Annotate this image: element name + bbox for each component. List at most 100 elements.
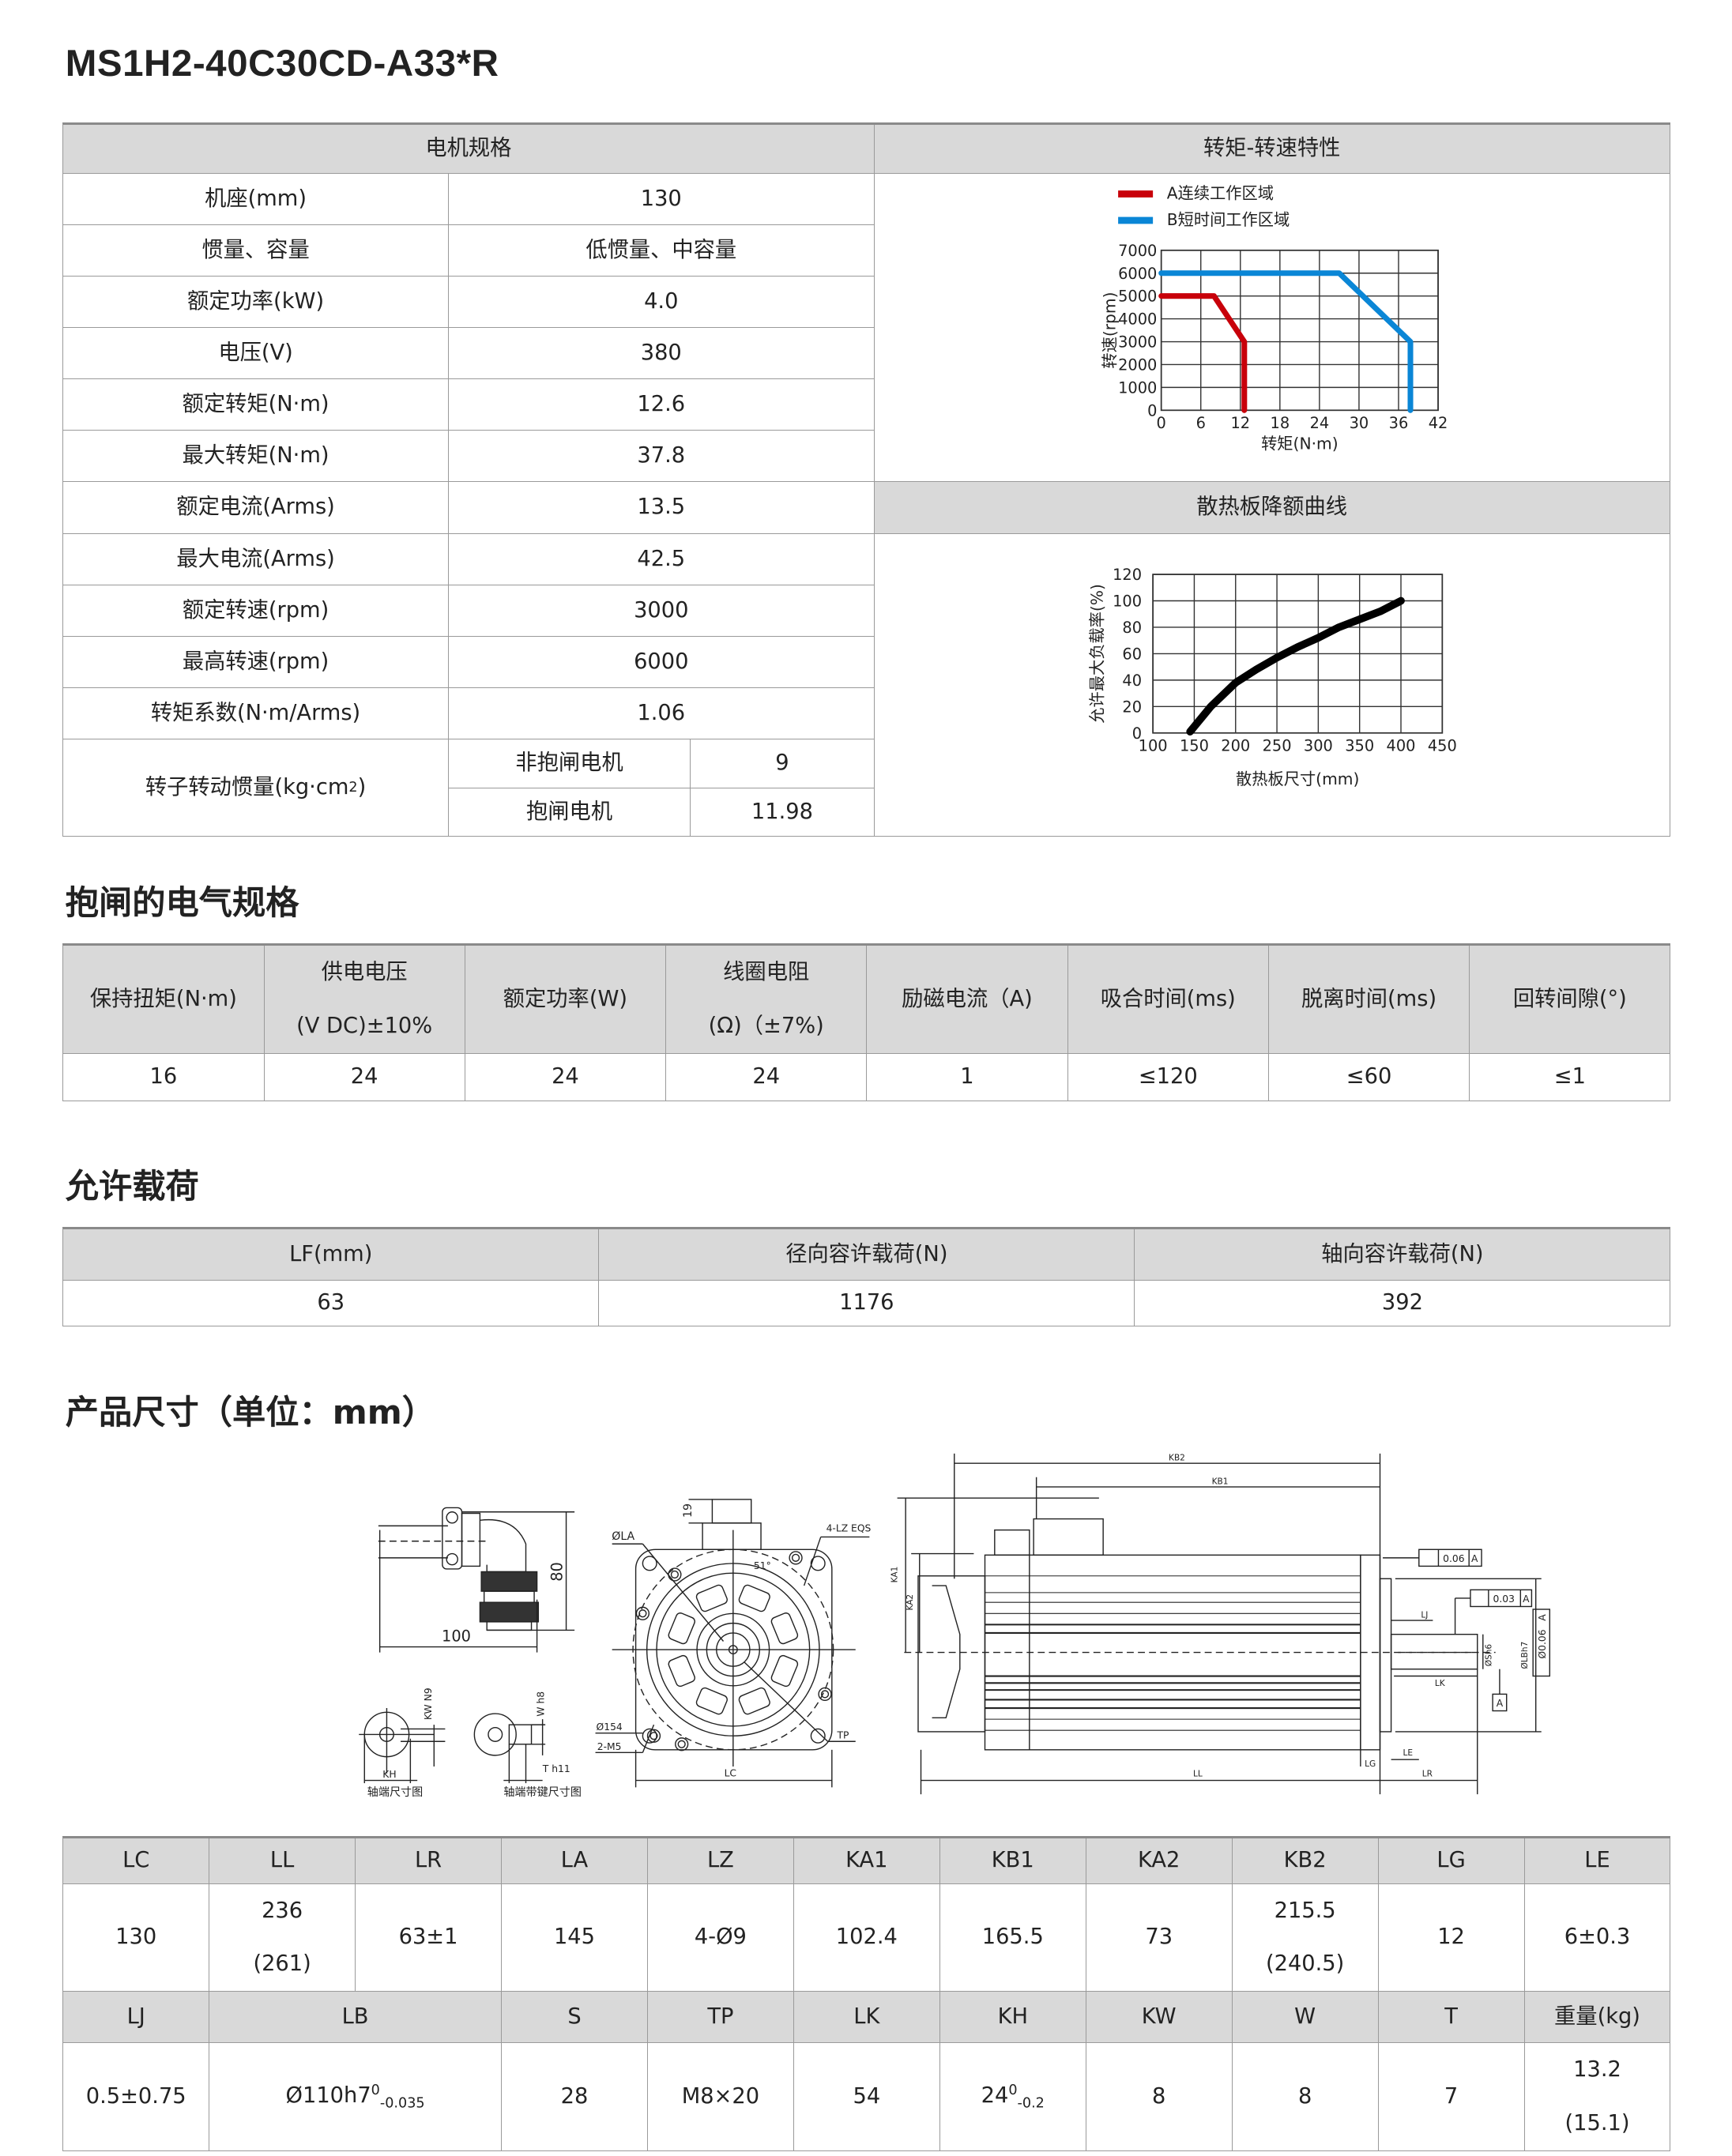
drawing-shape (711, 1499, 752, 1524)
dimension-value-main: 6±0.3 (1564, 1925, 1631, 1950)
x-axis-label: 散热板尺寸(mm) (1236, 769, 1359, 788)
brake-value-cell: 24 (264, 1053, 465, 1101)
brake-header-line: 吸合时间(ms) (1100, 986, 1236, 1011)
spec-value: 130 (448, 173, 875, 225)
dimension-value-cell: 13.2 (15.1) (1524, 2042, 1671, 2152)
dimension-value: 165.5 (982, 1924, 1044, 1951)
x-tick-label: 30 (1349, 414, 1369, 432)
label-ll: LL (1193, 1769, 1203, 1778)
dimension-value-main: 145 (553, 1925, 595, 1950)
rotor-inertia-label: 转子转动惯量(kg·cm 2) (63, 739, 449, 837)
dimension-value-main: 0.5±0.75 (85, 2083, 186, 2109)
drawing-circle (810, 1728, 826, 1744)
label-le: LE (1403, 1748, 1413, 1758)
y-tick-label: 0 (1147, 401, 1157, 420)
dimension-value: 8 (1152, 2083, 1165, 2110)
x-tick-label: 250 (1262, 736, 1291, 754)
dimension-value-main: 73 (1145, 1925, 1173, 1950)
dimension-value-cell: 73 (1086, 1884, 1233, 1992)
allowable-load-table: LF(mm) 径向容许载荷(N) 轴向容许载荷(N) 63 1176 392 (62, 1226, 1671, 1327)
load-header-cell: 径向容许载荷(N) (599, 1229, 1135, 1281)
spec-label: 最高转速(rpm) (63, 636, 449, 688)
y-tick-label: 20 (1122, 698, 1142, 716)
dimension-value-main: 7 (1444, 2083, 1459, 2109)
load-section-title: 允许载荷 (65, 1167, 199, 1206)
spec-label: 转矩系数(N·m/Arms) (63, 687, 449, 740)
brake-value-cell: ≤1 (1470, 1053, 1671, 1101)
load-value-cell: 1176 (599, 1280, 1135, 1327)
label-conc_tol: Ø0.06 (1537, 1629, 1548, 1658)
x-tick-label: 400 (1386, 736, 1415, 754)
dimension-value-main: 63±1 (398, 1925, 458, 1950)
plot-frame (1160, 249, 1439, 411)
tolerance-lower: -0.035 (379, 2095, 425, 2112)
spec-value: 4.0 (448, 276, 875, 328)
dimension-value-line: (261) (253, 1951, 311, 1976)
brake-header-line: 励磁电流（A) (902, 986, 1033, 1011)
brake-header-line: 线圈电阻 (723, 959, 810, 984)
dimension-value-main: Ø110h7 (285, 2083, 371, 2108)
label-dim_19: 19 (682, 1503, 695, 1518)
dimension-value-cell: 145 (502, 1884, 648, 1992)
brake-header-cell: 吸合时间(ms) (1067, 945, 1269, 1054)
dimension-value-main: 8 (1152, 2083, 1166, 2109)
spec-value: 6000 (448, 636, 875, 688)
drawing-shape (442, 1507, 463, 1570)
spec-value: 1.06 (448, 687, 875, 740)
dimension-value-main: 28 (560, 2083, 589, 2109)
spec-header: 电机规格 (63, 124, 875, 174)
drawing-shape (1033, 1518, 1104, 1556)
dimension-value-line: (240.5) (1265, 1951, 1345, 1976)
drawing-circle (642, 1728, 657, 1744)
dimension-value-line: (15.1) (1564, 2110, 1630, 2135)
vent-slot (770, 1612, 799, 1645)
drawing-circle (677, 1740, 686, 1748)
brake-header-cell: 额定功率(W) (465, 945, 667, 1054)
dimension-header-cell: LE (1524, 1838, 1671, 1885)
dimension-header-cell: LG (1378, 1838, 1525, 1885)
dimension-header-cell: LK (793, 1991, 940, 2043)
spec-value: 低惯量、中容量 (448, 224, 875, 277)
brake-header-line: 回转间隙(°) (1512, 986, 1627, 1011)
label-perp_tol: 0.06 (1443, 1553, 1465, 1564)
dimension-header-cell: S (502, 1991, 648, 2043)
brake-header-cell: 回转间隙(°) (1470, 945, 1671, 1054)
drawing-shape (1390, 1633, 1478, 1670)
brake-value-cell: 16 (63, 1053, 265, 1101)
x-tick-label: 18 (1270, 414, 1290, 432)
heatsink-derating-chart: 100 150 200 250 300 350 400 450 0 20 40 60 80 100 120 散… (1087, 566, 1456, 788)
drawing-shape (486, 1621, 533, 1631)
label-w_h8: W h8 (535, 1691, 546, 1717)
label-lr: LR (1422, 1769, 1433, 1778)
brake-header-cell: 励磁电流（A) (867, 945, 1068, 1054)
brake-header-line: (V DC)±10% (296, 1013, 433, 1038)
drawing-circle (473, 1713, 517, 1756)
dimension-value-cell: 6±0.3 (1524, 1884, 1671, 1992)
drawing-shape (479, 1601, 540, 1623)
brake-header-line: 脱离时间(ms) (1301, 986, 1437, 1011)
dimension-header-cell: LZ (647, 1838, 794, 1885)
dimension-header-cell: LB (209, 1991, 502, 2043)
label-datum: A (1537, 1614, 1548, 1621)
dimension-value-main: 130 (115, 1925, 157, 1950)
brake-header-line: 额定功率(W) (503, 986, 628, 1011)
brake-section-title: 抱闸的电气规格 (65, 883, 299, 923)
label-t_h11: T h11 (542, 1763, 570, 1774)
drawing-circle (818, 1687, 832, 1702)
drawing-circle (638, 1609, 647, 1618)
label-datum: A (1497, 1698, 1504, 1709)
y-tick-label: 2000 (1118, 356, 1157, 374)
dimension-value-main: 102.4 (835, 1925, 898, 1950)
drawing-shape (917, 1575, 986, 1733)
x-tick-label: 150 (1180, 736, 1209, 754)
dimension-value-cell: 240-0.2 (939, 2042, 1086, 2152)
drawing-shape (1379, 1578, 1392, 1733)
y-tick-label: 40 (1122, 671, 1142, 689)
dimension-value-cell: 28 (502, 2042, 648, 2152)
dimension-value: 240-0.2 (981, 2082, 1045, 2113)
label-kw_n9: KW N9 (423, 1688, 434, 1720)
label-lk: LK (1435, 1679, 1446, 1688)
y-tick-label: 7000 (1118, 241, 1157, 259)
dimension-value-cell: 165.5 (939, 1884, 1086, 1992)
